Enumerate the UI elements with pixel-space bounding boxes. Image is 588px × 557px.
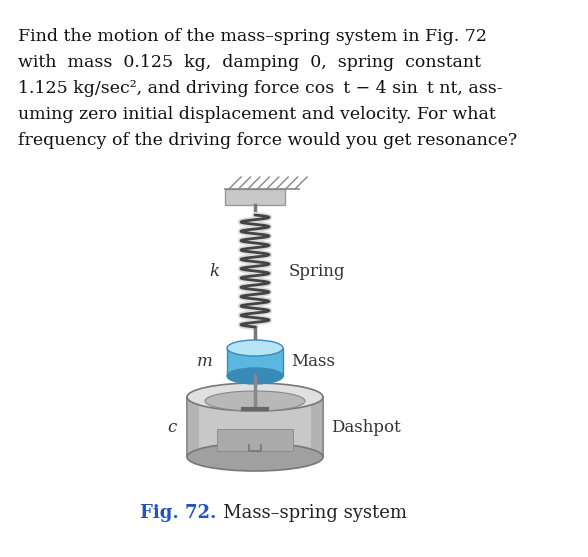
FancyBboxPatch shape	[217, 429, 293, 451]
FancyBboxPatch shape	[187, 397, 323, 457]
FancyBboxPatch shape	[187, 397, 199, 457]
FancyBboxPatch shape	[225, 189, 285, 205]
Text: frequency of the driving force would you get resonance?: frequency of the driving force would you…	[18, 132, 517, 149]
Text: with  mass  0.125  kg,  damping  0,  spring  constant: with mass 0.125 kg, damping 0, spring co…	[18, 54, 481, 71]
Text: 1.125 kg/sec², and driving force cos  t − 4 sin  t nt, ass-: 1.125 kg/sec², and driving force cos t −…	[18, 80, 503, 97]
Text: Find the motion of the mass–spring system in Fig. 72: Find the motion of the mass–spring syste…	[18, 28, 487, 45]
Ellipse shape	[187, 383, 323, 411]
Text: Fig. 72.: Fig. 72.	[140, 504, 216, 522]
Ellipse shape	[205, 391, 305, 411]
Text: Spring: Spring	[289, 262, 346, 280]
Text: k: k	[209, 262, 219, 280]
Text: Dashpot: Dashpot	[331, 418, 401, 436]
Text: Mass–spring system: Mass–spring system	[206, 504, 407, 522]
Ellipse shape	[187, 443, 323, 471]
Text: Mass: Mass	[291, 354, 335, 370]
Ellipse shape	[227, 340, 283, 356]
Ellipse shape	[227, 368, 283, 384]
FancyBboxPatch shape	[311, 397, 323, 457]
Text: uming zero initial displacement and velocity. For what: uming zero initial displacement and velo…	[18, 106, 496, 123]
Text: m: m	[197, 354, 213, 370]
Text: c: c	[168, 418, 177, 436]
FancyBboxPatch shape	[227, 348, 283, 376]
